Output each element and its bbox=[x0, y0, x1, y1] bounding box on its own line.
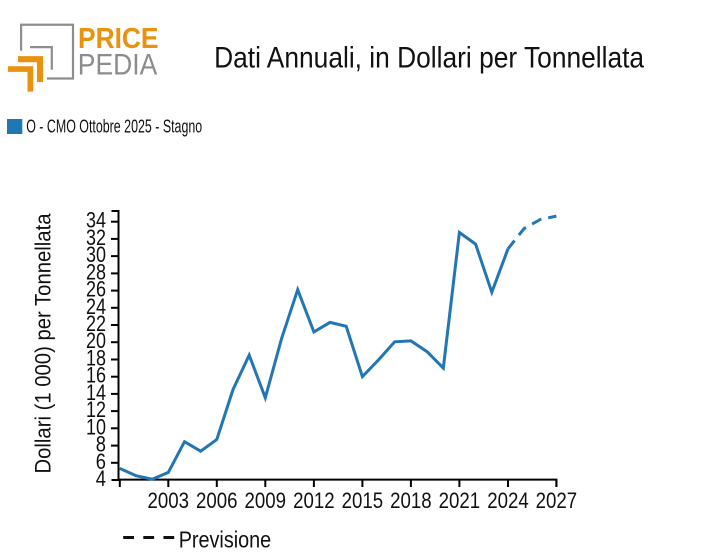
svg-text:2021: 2021 bbox=[439, 488, 481, 513]
svg-text:8: 8 bbox=[96, 432, 106, 457]
svg-text:12: 12 bbox=[86, 397, 106, 422]
svg-text:Dollari (1 000) per Tonnellata: Dollari (1 000) per Tonnellata bbox=[31, 213, 56, 473]
svg-text:2012: 2012 bbox=[293, 488, 335, 513]
svg-text:18: 18 bbox=[86, 346, 106, 371]
svg-text:2024: 2024 bbox=[487, 488, 529, 513]
svg-text:20: 20 bbox=[86, 328, 106, 353]
svg-text:2018: 2018 bbox=[390, 488, 432, 513]
svg-text:2027: 2027 bbox=[536, 488, 578, 513]
svg-text:22: 22 bbox=[86, 311, 106, 336]
svg-text:2006: 2006 bbox=[196, 488, 238, 513]
svg-text:28: 28 bbox=[86, 259, 106, 284]
svg-text:24: 24 bbox=[86, 294, 106, 319]
svg-text:PRICE: PRICE bbox=[78, 23, 159, 55]
svg-text:6: 6 bbox=[96, 449, 106, 474]
svg-text:Dati Annuali, in Dollari per T: Dati Annuali, in Dollari per Tonnellata bbox=[214, 41, 645, 74]
svg-text:26: 26 bbox=[86, 277, 106, 302]
svg-text:2003: 2003 bbox=[148, 488, 190, 513]
svg-text:2015: 2015 bbox=[342, 488, 384, 513]
svg-text:2009: 2009 bbox=[245, 488, 287, 513]
svg-text:32: 32 bbox=[86, 225, 106, 250]
svg-text:16: 16 bbox=[86, 363, 106, 388]
svg-text:O - CMO Ottobre 2025 - Stagno: O - CMO Ottobre 2025 - Stagno bbox=[26, 117, 202, 137]
svg-text:14: 14 bbox=[86, 380, 106, 405]
svg-text:4: 4 bbox=[96, 466, 106, 491]
svg-text:30: 30 bbox=[86, 242, 106, 267]
svg-text:34: 34 bbox=[86, 208, 106, 233]
svg-text:PEDIA: PEDIA bbox=[78, 49, 158, 82]
svg-text:10: 10 bbox=[86, 414, 106, 439]
svg-text:Previsione: Previsione bbox=[179, 526, 272, 552]
